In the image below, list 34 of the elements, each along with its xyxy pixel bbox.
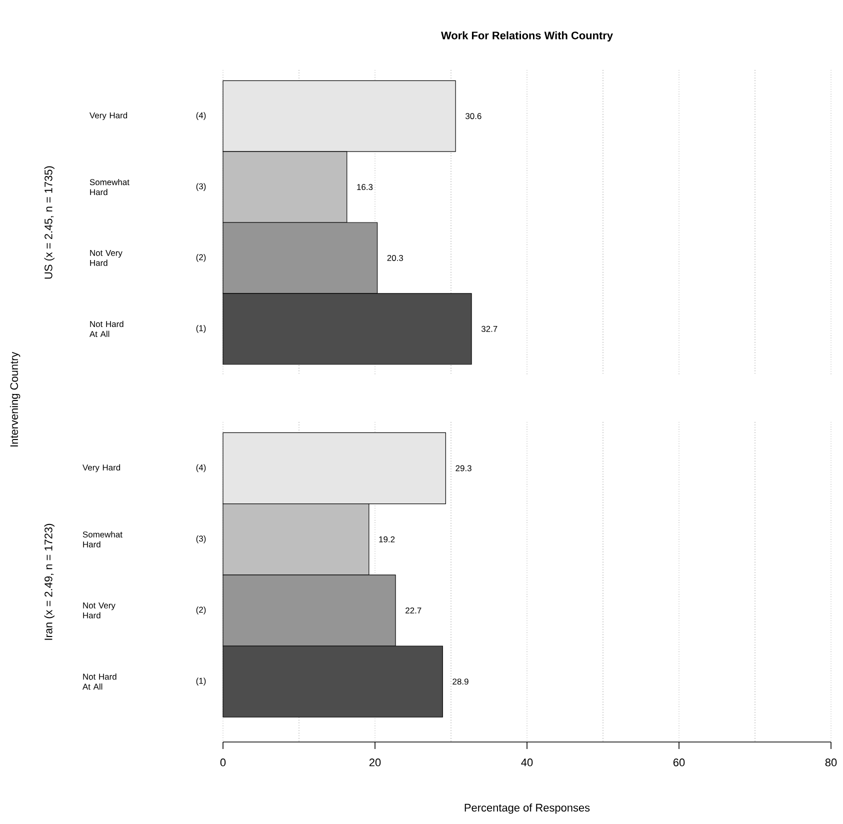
text: (3) <box>196 183 206 191</box>
data-label: 29.3 <box>456 465 472 472</box>
data-label: 19.2 <box>379 536 395 542</box>
data-label: 22.7 <box>406 608 422 614</box>
text: (4) <box>196 112 206 120</box>
text: Intervening Country <box>10 352 20 446</box>
y-tick-label: Very Hard <box>82 464 120 472</box>
x-axis-title: Percentage of Responses <box>464 804 590 814</box>
x-tick-label: 40 <box>521 758 533 766</box>
chart-title: Work For Relations With Country <box>441 31 613 42</box>
data-label: 28.9 <box>452 678 468 685</box>
y-tick-label: Somewhat Hard <box>90 178 130 196</box>
text: (3) <box>196 535 206 544</box>
data-label: 20.3 <box>387 254 404 261</box>
text: (4) <box>196 464 206 472</box>
x-tick-label: 80 <box>825 758 837 766</box>
x-tick-label: 20 <box>369 758 381 766</box>
data-label: 16.3 <box>357 184 373 190</box>
x-tick-label: 60 <box>673 758 685 766</box>
y-tick-label: Not Hard At All <box>89 320 124 337</box>
x-tick-label: 0 <box>220 758 226 766</box>
data-label: 32.7 <box>481 326 498 332</box>
text: (1) <box>196 324 206 333</box>
y-tick-label: Not Very Hard <box>83 602 116 618</box>
text: (2) <box>196 254 206 262</box>
text: (1) <box>196 678 206 686</box>
data-label: 30.6 <box>466 113 482 120</box>
y-axis-title: US (x = 2.45, n = 1735) <box>44 166 54 279</box>
text: (2) <box>196 606 206 614</box>
y-tick-label: Not Very Hard <box>90 250 122 266</box>
y-axis-title: Iran (x = 2.49, n = 1723) <box>44 524 54 640</box>
y-tick-label: Somewhat Hard <box>82 531 122 548</box>
y-tick-label: Very Hard <box>90 112 128 120</box>
y-tick-label: Not Hard At All <box>82 673 116 690</box>
